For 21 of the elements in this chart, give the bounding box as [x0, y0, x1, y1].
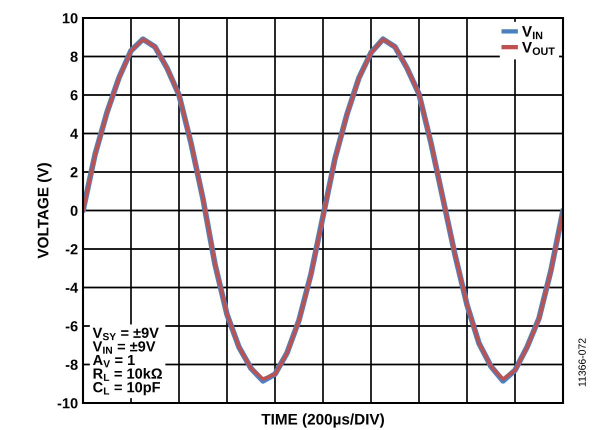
y-tick-label: -10 — [58, 398, 78, 408]
annotation: V$_{SY}$ = ±9V — [92, 328, 159, 340]
y-tick-label: 10 — [62, 13, 78, 24]
legend-label: V$_{OUT}$ — [522, 42, 555, 55]
y-tick-label: -4 — [66, 282, 78, 293]
y-tick-label: 6 — [70, 90, 78, 100]
y-tick-label: 2 — [70, 167, 78, 178]
annotation: R$_{L}$ = 10kΩ — [94, 368, 162, 381]
y-tick-label: 0 — [70, 206, 78, 216]
y-tick-label: -8 — [66, 360, 78, 370]
x-axis-title: TIME (200µs/DIV) — [261, 413, 384, 428]
y-tick-label: 4 — [70, 128, 78, 139]
annotation: A$_{V}$ = 1 — [92, 354, 135, 368]
legend-label: V$_{IN}$ — [522, 26, 542, 40]
annotation: C$_{L}$ = 10pF — [93, 382, 160, 396]
y-tick-label: 8 — [70, 52, 78, 62]
y-axis-title: VOLTAGE (V) — [37, 163, 52, 258]
y-tick-label: -2 — [66, 244, 78, 254]
y-tick-label: -6 — [66, 321, 78, 332]
text: 11366-072 — [578, 338, 586, 386]
annotation: V$_{IN}$ = ±9V — [92, 341, 156, 354]
